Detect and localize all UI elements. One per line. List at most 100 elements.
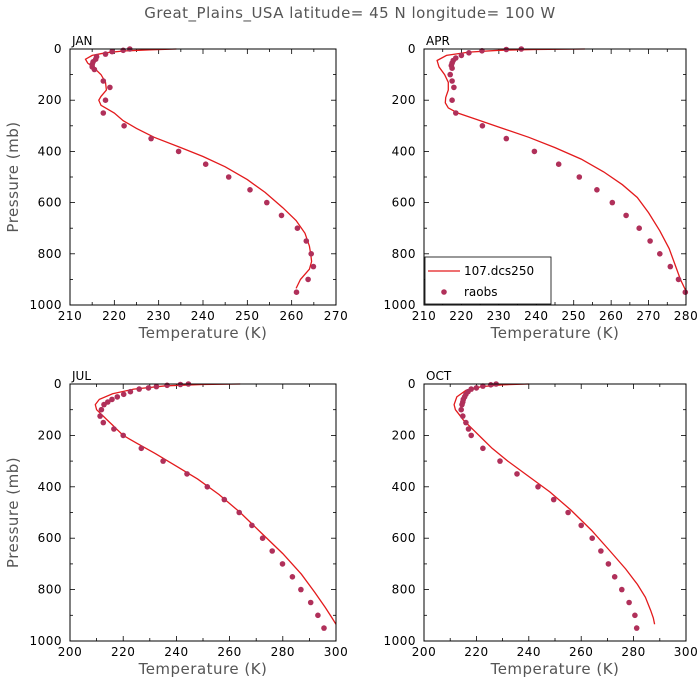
obs-point [114, 394, 121, 400]
obs-point [120, 432, 126, 439]
obs-point [497, 458, 503, 464]
obs-point [264, 199, 270, 206]
obs-point [480, 445, 486, 452]
obs-point [160, 458, 166, 464]
y-tick-label: 800 [38, 247, 62, 261]
obs-point [667, 263, 674, 270]
x-tick-label: 230 [146, 309, 170, 323]
obs-point [550, 496, 557, 503]
x-tick-label: 280 [674, 309, 698, 323]
obs-point [633, 625, 640, 631]
obs-point [308, 251, 315, 257]
x-tick-label: 240 [524, 309, 548, 323]
x-tick-label: 250 [235, 309, 259, 323]
series-line-model [84, 48, 313, 289]
y-tick-label: 1000 [29, 634, 62, 648]
obs-point [307, 599, 314, 606]
obs-point [269, 548, 276, 554]
obs-point [121, 123, 127, 129]
obs-point [293, 289, 300, 296]
obs-point [623, 212, 629, 219]
obs-point [449, 78, 455, 84]
y-tick-label: 200 [38, 428, 62, 442]
y-tick-label: 400 [38, 480, 62, 494]
obs-point [675, 276, 682, 283]
x-tick-label: 220 [102, 309, 126, 323]
obs-point [294, 225, 301, 231]
obs-point [97, 413, 103, 419]
obs-point [449, 97, 455, 103]
y-tick-label: 800 [392, 583, 416, 597]
obs-point [531, 148, 538, 155]
obs-point [598, 548, 604, 554]
obs-point [555, 161, 562, 167]
x-tick-label: 270 [324, 309, 348, 323]
y-tick-label: 600 [392, 196, 416, 210]
panel-jul: JUL 200 220 240 260 280 300 0 200 400 600 800 1000 Te… [4, 369, 348, 678]
x-axis-label: Temperature (K) [138, 324, 268, 342]
obs-point [479, 123, 486, 129]
x-tick-label: 230 [487, 309, 511, 323]
obs-point [468, 432, 475, 439]
y-tick-label: 200 [392, 428, 416, 442]
y-tick-label: 400 [38, 144, 62, 158]
obs-point [247, 187, 253, 193]
x-tick-label: 270 [636, 309, 660, 323]
obs-point [463, 419, 469, 426]
x-tick-label: 200 [412, 645, 436, 659]
obs-point [184, 471, 190, 477]
obs-point [91, 66, 98, 73]
panel-jan: JAN 210 220 230 240 250 260 270 0 200 400 600 800 100… [4, 34, 348, 342]
y-tick-label: 600 [38, 196, 62, 210]
obs-point [626, 599, 632, 606]
obs-point [535, 484, 541, 490]
obs-point [480, 383, 486, 389]
obs-point [98, 406, 105, 413]
series-line-model [436, 48, 687, 292]
obs-point [100, 78, 107, 84]
x-tick-label: 240 [164, 645, 188, 659]
legend-label-obs: raobs [464, 285, 498, 299]
x-tick-label: 260 [217, 645, 241, 659]
y-tick-label: 400 [392, 144, 416, 158]
x-axis-label: Temperature (K) [138, 660, 268, 678]
obs-point [100, 419, 107, 426]
series-line-model [94, 383, 337, 625]
x-tick-label: 300 [324, 645, 348, 659]
y-axis-label: Pressure (mb) [4, 457, 22, 568]
obs-point [466, 50, 472, 56]
panels: JAN 210 220 230 240 250 260 270 0 200 400 600 800 100… [4, 34, 698, 678]
y-tick-label: 1000 [383, 634, 416, 648]
obs-point [636, 225, 642, 231]
obs-point [682, 289, 689, 296]
panel-apr: APR 210 220 230 240 250 260 270 280 0 200 400 600 800… [383, 34, 698, 342]
obs-point [619, 586, 625, 593]
x-tick-label: 220 [111, 645, 135, 659]
x-tick-label: 200 [58, 645, 82, 659]
obs-point [473, 385, 480, 391]
obs-point [259, 535, 266, 541]
obs-point [578, 522, 584, 529]
obs-point [453, 110, 459, 116]
obs-point [153, 383, 160, 390]
obs-point [204, 484, 211, 490]
obs-point [632, 612, 638, 619]
legend-box [424, 256, 552, 305]
obs-point [107, 84, 113, 91]
obs-point [111, 426, 117, 432]
obs-point [109, 48, 115, 55]
obs-point [458, 52, 465, 59]
y-tick-label: 800 [392, 247, 416, 261]
obs-point [447, 71, 454, 78]
legend: 107.dcs250 raobs [424, 256, 552, 305]
obs-point [298, 586, 304, 593]
obs-point [611, 574, 618, 580]
obs-point [120, 391, 127, 398]
obs-point [109, 396, 115, 403]
x-tick-label: 220 [449, 309, 473, 323]
series-line-model [453, 383, 656, 625]
y-tick-label: 600 [38, 531, 62, 545]
obs-point [451, 84, 457, 91]
y-tick-label: 0 [54, 377, 62, 391]
obs-point [136, 386, 142, 392]
